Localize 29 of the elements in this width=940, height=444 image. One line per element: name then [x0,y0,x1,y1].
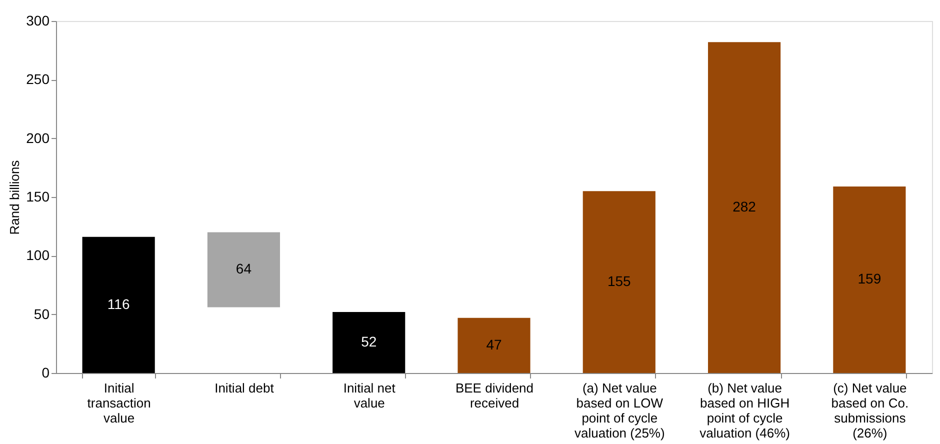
y-tick-label: 200 [26,130,50,146]
data-label: 52 [361,333,377,350]
bar [833,186,906,373]
x-tick-label: (a) Net value based on LOW point of cycle valuation (25%) [574,380,665,440]
x-tick-label: BEE dividend received [455,380,534,410]
x-tick-label: Initial net value [343,380,396,410]
y-tick-label: 300 [26,12,50,28]
data-label: 159 [858,270,882,287]
bar [207,232,280,308]
data-label: 47 [486,336,502,352]
y-tick-label: 150 [26,188,50,204]
x-tick-label: Initial debt [214,380,274,396]
bar [332,312,406,373]
y-tick-label: 100 [26,247,50,264]
bar [708,42,781,373]
x-tick-label: Initial transaction value [87,380,151,426]
data-label: 116 [107,296,130,312]
data-label: 155 [607,273,632,290]
y-axis-title: Rand billions [7,160,22,235]
data-label: 64 [236,260,252,277]
x-tick-label: (b) Net value based on HIGH point of cycle valuation (46%) [700,380,790,440]
x-tick-label: (c) Net value based on Co. submissions (26%) [831,380,909,440]
y-tick-label: 50 [34,306,50,322]
bar [582,191,656,373]
y-tick-label: 0 [42,364,50,380]
bar [82,236,155,373]
y-tick-label: 250 [26,71,50,88]
data-label: 282 [732,198,756,215]
bar [458,318,530,373]
